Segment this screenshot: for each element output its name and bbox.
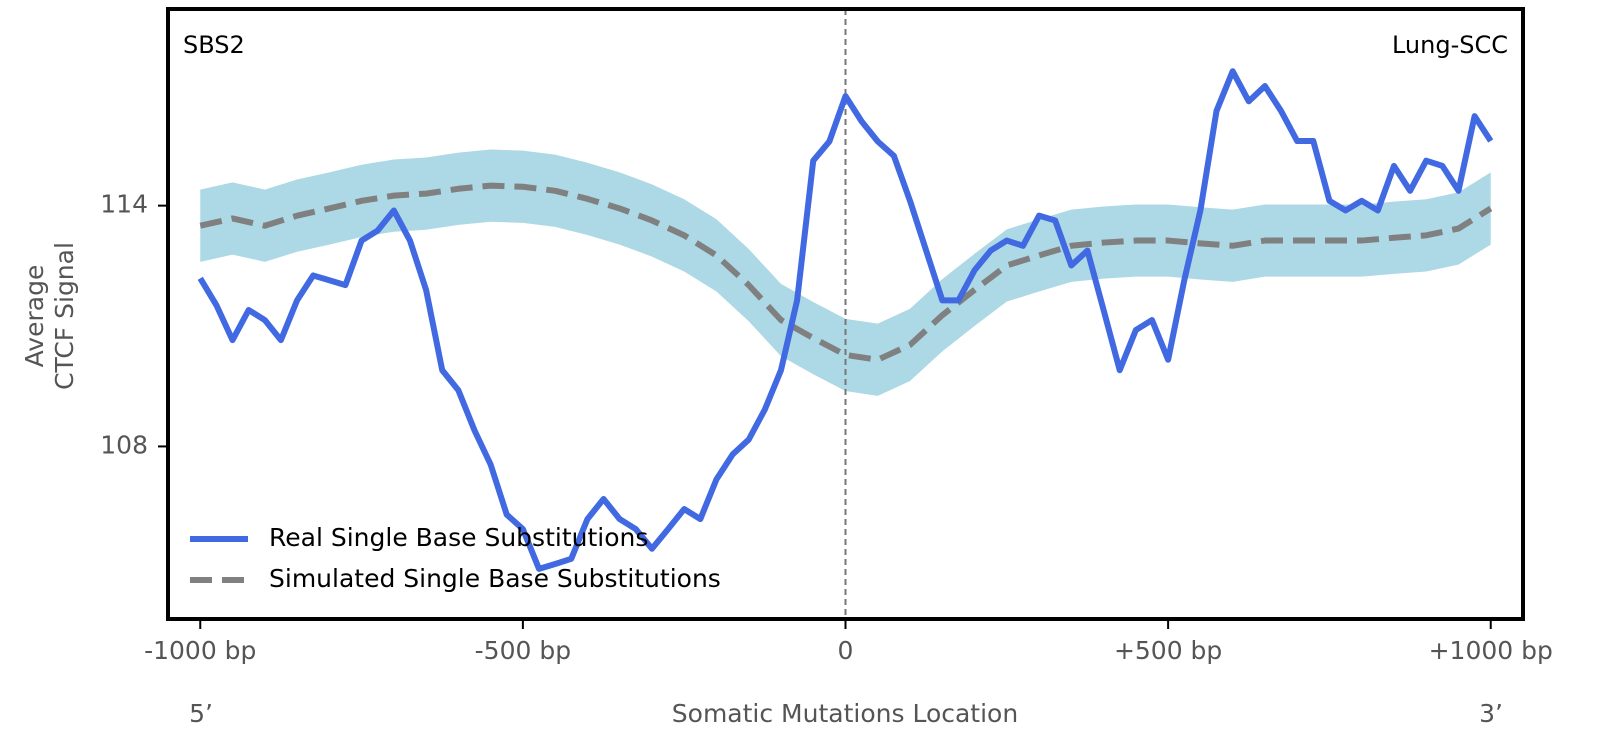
confidence-band — [200, 149, 1491, 396]
y-tick-label: 114 — [100, 190, 148, 219]
x-tick-label: +1000 bp — [1429, 636, 1553, 665]
legend-label: Real Single Base Substitutions — [269, 523, 648, 552]
legend-label: Simulated Single Base Substitutions — [269, 564, 721, 593]
x-tick-label: 0 — [838, 636, 854, 665]
x-axis-label: Somatic Mutations Location — [672, 699, 1018, 728]
y-tick-label: 108 — [100, 430, 148, 459]
y-axis-label: Average — [20, 265, 49, 368]
x-end-label: 5’ — [189, 699, 213, 728]
data-line — [199, 182, 1493, 363]
x-tick-label: -500 bp — [475, 636, 571, 665]
y-axis-label: CTCF Signal — [50, 242, 79, 390]
data-line — [197, 68, 1494, 572]
annotation-right: Lung-SCC — [1392, 31, 1508, 59]
annotation-left: SBS2 — [183, 31, 245, 59]
x-tick-label: -1000 bp — [144, 636, 256, 665]
x-tick-label: +500 bp — [1114, 636, 1222, 665]
x-end-label: 3’ — [1479, 699, 1503, 728]
